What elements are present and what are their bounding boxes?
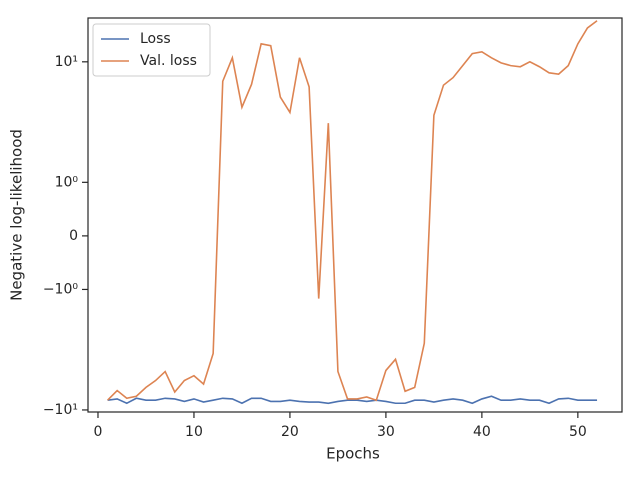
y-axis-label: Negative log-likelihood xyxy=(8,129,26,301)
legend-label: Loss xyxy=(140,31,171,47)
x-axis-label: Epochs xyxy=(326,445,380,463)
y-tick-label: −10¹ xyxy=(43,402,78,418)
x-tick-label: 50 xyxy=(569,424,587,440)
plot-frame xyxy=(87,17,623,413)
y-tick-label: 10¹ xyxy=(55,54,78,70)
y-tick-label: 10⁰ xyxy=(55,174,79,190)
x-tick-label: 10 xyxy=(185,424,203,440)
y-tick-label: −10⁰ xyxy=(43,281,79,297)
series-line xyxy=(107,20,598,402)
y-tick-label: 0 xyxy=(69,228,78,244)
series-line xyxy=(107,395,598,405)
legend-label: Val. loss xyxy=(140,53,197,69)
x-tick-label: 40 xyxy=(473,424,491,440)
x-tick-label: 30 xyxy=(377,424,395,440)
x-tick-label: 0 xyxy=(94,424,103,440)
legend-box xyxy=(92,23,211,77)
x-tick-label: 20 xyxy=(281,424,299,440)
